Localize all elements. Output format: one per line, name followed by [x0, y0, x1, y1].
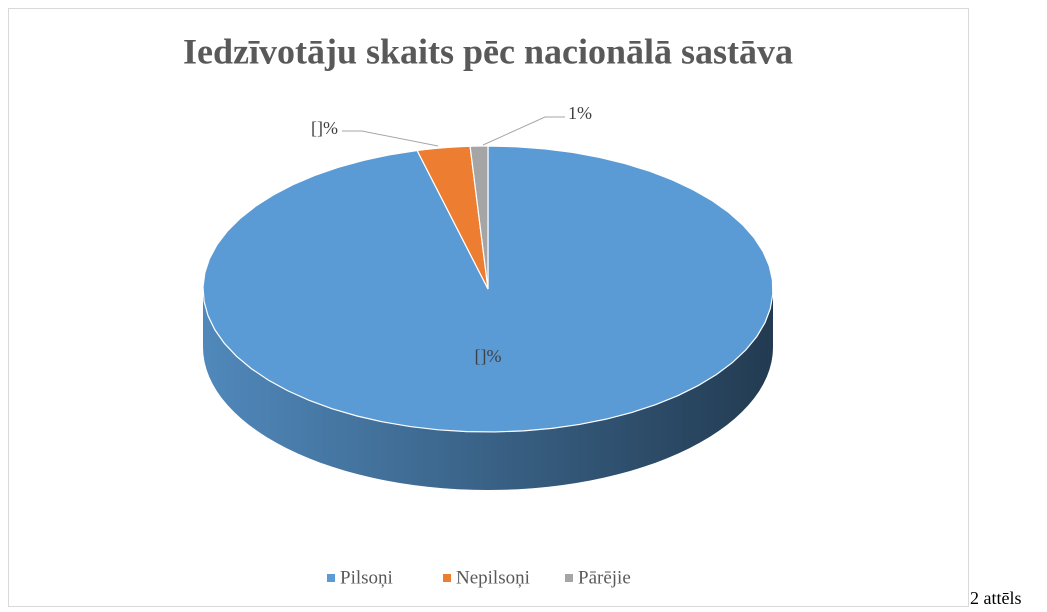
leader-line [342, 130, 439, 147]
legend-swatch [327, 574, 335, 582]
slice [469, 145, 489, 290]
slice [416, 145, 489, 290]
caption: 2 attēls [970, 588, 1022, 608]
legend-label: Pilsoņi [340, 567, 393, 588]
data-label: []% [475, 346, 502, 366]
legend-label: Pārējie [578, 567, 631, 588]
data-label: 1% [568, 103, 592, 123]
chart-title: Iedzīvotāju skaits pēc nacionālā sastāva [183, 31, 793, 71]
slice-side-shade [203, 289, 773, 490]
legend-swatch [443, 574, 451, 582]
legend-swatch [565, 574, 573, 582]
data-label: []% [311, 118, 338, 138]
leader-line [482, 116, 565, 146]
legend-label: Nepilsoņi [456, 567, 530, 588]
